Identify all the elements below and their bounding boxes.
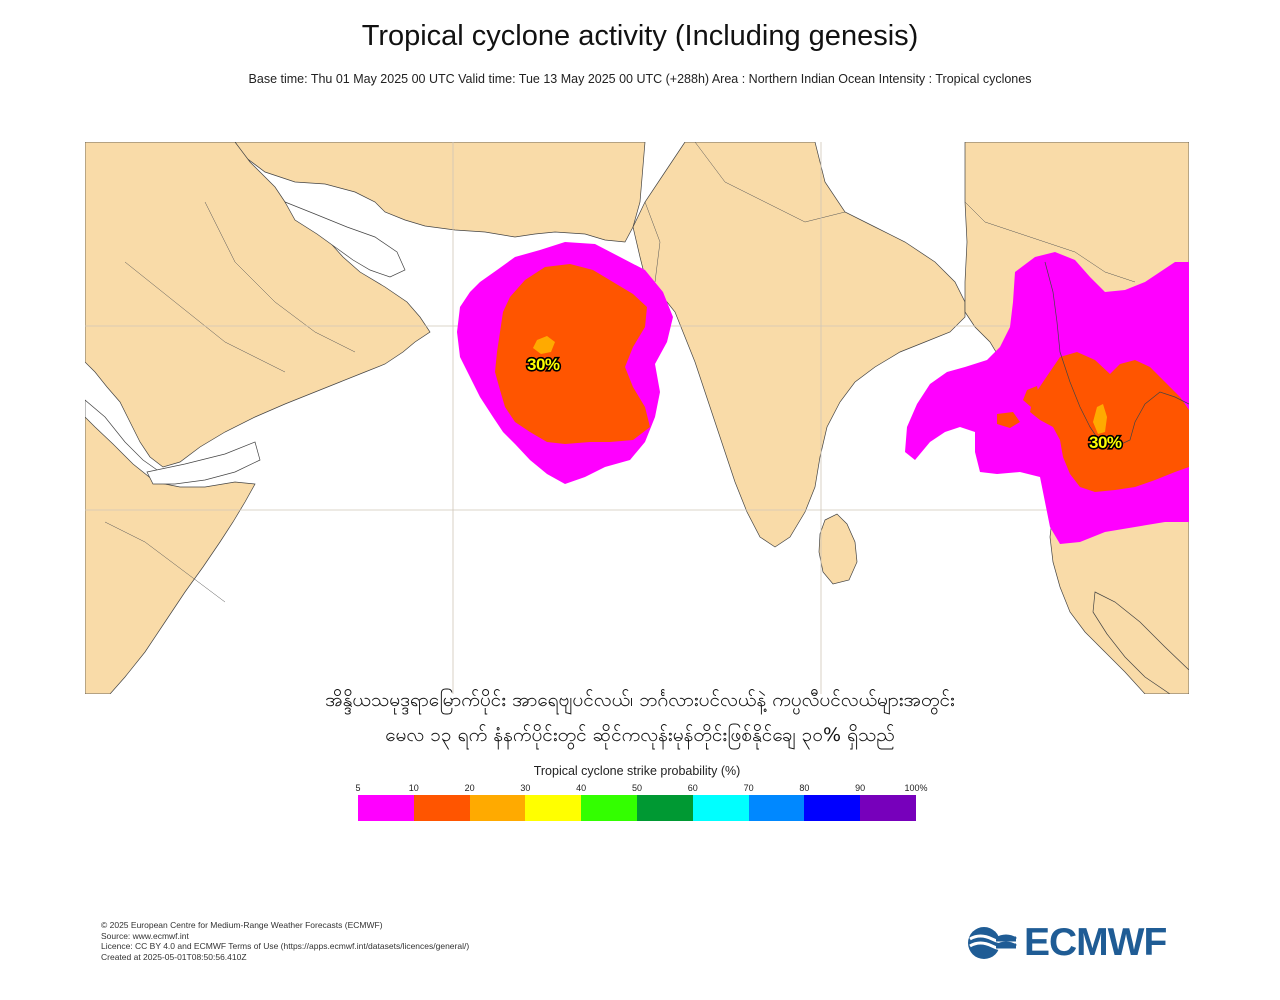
legend-tick-label: 20 (464, 783, 475, 793)
probability-label-bay-of-bengal: 30% (1089, 433, 1122, 452)
caption-line-1: အိန္ဒိယသမုဒ္ဒရာမြောက်ပိုင်း အာရေဗျပင်လယ်… (325, 689, 955, 711)
legend-tick-label: 5 (355, 783, 361, 793)
legend-ticks: 5 10 20 30 40 50 60 70 80 90 100% (355, 783, 927, 795)
footer-copyright: © 2025 European Centre for Medium-Range … (101, 920, 383, 930)
footer-source: Source: www.ecmwf.int (101, 930, 189, 941)
caption-line-2: မေလ ၁၃ ရက် နံနက်ပိုင်းတွင် ဆိုင်ကလုန်းမု… (385, 724, 895, 746)
land-iran-pakistan (234, 142, 646, 243)
legend-swatch-1 (413, 795, 470, 821)
probability-10-20-arabian-sea (495, 264, 650, 444)
ecmwf-logo-icon (968, 927, 1017, 959)
land-india (632, 142, 966, 548)
legend-swatch-8 (804, 795, 861, 821)
probability-10-20-bay-of-bengal-c (997, 412, 1020, 428)
probability-area-bay-of-bengal (905, 252, 1189, 544)
probability-10-20-bay-of-bengal (1030, 352, 1189, 492)
land-sumatra (1092, 591, 1189, 694)
probability-10-20-bay-of-bengal-b (1023, 386, 1040, 407)
legend-tick-label: 70 (743, 783, 754, 793)
probability-20-30-arabian-sea (533, 336, 555, 354)
legend-colorbar (358, 795, 916, 821)
legend-tick-label: 60 (687, 783, 698, 793)
legend-swatch-7 (748, 795, 805, 821)
probability-area-arabian-sea (457, 242, 673, 484)
water-gulf-of-aden (146, 441, 261, 485)
legend-tick-label: 40 (576, 783, 587, 793)
legend-swatch-9 (860, 795, 916, 821)
chart-subtitle: Base time: Thu 01 May 2025 00 UTC Valid … (248, 72, 1032, 86)
legend-tick-label: 80 (799, 783, 810, 793)
land-sri-lanka (818, 513, 858, 585)
footer-credits: © 2025 European Centre for Medium-Range … (101, 920, 469, 962)
footer-created: Created at 2025-05-01T08:50:56.410Z (101, 951, 247, 962)
legend-tick-label: 100% (904, 783, 928, 793)
legend-swatch-3 (525, 795, 582, 821)
legend-swatch-4 (581, 795, 637, 821)
ecmwf-logo-text: ECMWF (1024, 921, 1167, 964)
water-persian-gulf (284, 201, 406, 278)
legend-tick-label: 50 (631, 783, 643, 793)
legend-swatch-5 (636, 795, 693, 821)
legend-tick-label: 30 (520, 783, 531, 793)
probability-label-arabian-sea: 30% (527, 355, 560, 374)
legend-title: Tropical cyclone strike probability (%) (533, 764, 741, 778)
chart-title: Tropical cyclone activity (Including gen… (361, 20, 919, 52)
legend-swatch-2 (469, 795, 526, 821)
forecast-map: 30% 30% (85, 142, 1189, 694)
legend-tick-label: 90 (855, 783, 866, 793)
legend-tick-label: 10 (408, 783, 419, 793)
probability-20-30-bay-of-bengal (1093, 404, 1107, 434)
legend-swatch-6 (692, 795, 749, 821)
legend-swatch-0 (358, 795, 414, 821)
ecmwf-logo: ECMWF (966, 921, 1167, 964)
footer-licence: Licence: CC BY 4.0 and ECMWF Terms of Us… (101, 941, 470, 952)
